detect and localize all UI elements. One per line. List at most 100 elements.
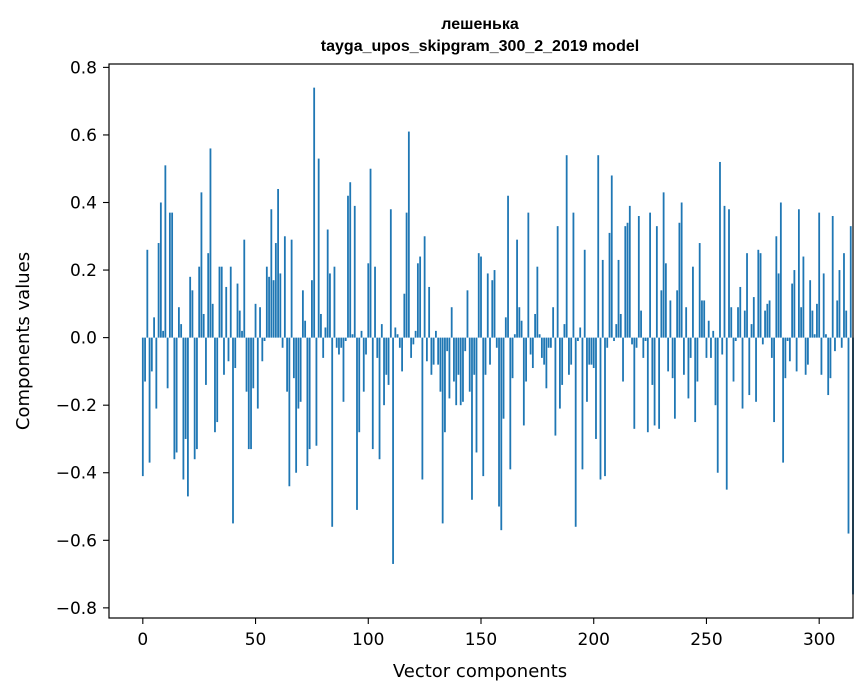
x-tick-label: 0 (137, 630, 148, 650)
bar-161 (504, 317, 507, 338)
bar-141 (459, 337, 462, 406)
bar-94 (353, 205, 356, 338)
bar-1 (144, 337, 146, 382)
bar-71 (301, 290, 304, 338)
bar-90 (344, 337, 347, 341)
x-tick-label: 300 (803, 630, 835, 650)
bar-252 (710, 337, 712, 358)
bar-146 (471, 337, 473, 500)
bar-15 (175, 337, 178, 453)
bar-182 (552, 307, 555, 338)
bar-299 (816, 303, 818, 338)
bar-300 (818, 212, 821, 338)
x-tick-label: 200 (578, 630, 610, 650)
bar-168 (520, 320, 523, 338)
bar-285 (784, 337, 787, 379)
bar-34 (218, 266, 221, 338)
y-tick-label: −0.6 (56, 531, 97, 551)
bar-190 (570, 337, 573, 365)
bar-147 (473, 337, 476, 375)
bar-36 (223, 337, 225, 375)
bar-33 (216, 337, 219, 423)
bar-198 (588, 337, 591, 365)
bars-group (141, 87, 854, 595)
bar-304 (827, 337, 830, 396)
bar-231 (662, 192, 665, 338)
bar-73 (306, 337, 309, 466)
bar-223 (644, 337, 647, 341)
bar-165 (513, 334, 516, 338)
bar-7 (157, 243, 160, 338)
bar-107 (383, 337, 385, 406)
bar-110 (389, 209, 392, 338)
bar-66 (290, 239, 293, 338)
bar-245 (694, 337, 697, 423)
bar-176 (538, 334, 541, 338)
bar-49 (252, 337, 255, 389)
bar-6 (155, 337, 158, 409)
bar-242 (687, 337, 690, 399)
bar-213 (622, 337, 624, 382)
bar-218 (633, 337, 636, 429)
bar-277 (766, 303, 769, 338)
bar-178 (543, 337, 546, 365)
bar-186 (561, 337, 564, 385)
bar-144 (466, 290, 469, 338)
bar-248 (701, 300, 703, 338)
bar-11 (166, 337, 169, 389)
bar-246 (696, 337, 699, 382)
bar-93 (351, 334, 354, 338)
bar-302 (822, 273, 825, 338)
bar-280 (773, 337, 775, 423)
bar-311 (843, 253, 845, 338)
bar-92 (349, 182, 352, 338)
bar-255 (716, 337, 719, 473)
bar-193 (577, 337, 579, 341)
bar-28 (205, 337, 207, 385)
bar-270 (750, 324, 753, 338)
bar-185 (559, 337, 561, 409)
bar-130 (435, 330, 437, 338)
y-tick-label: −0.8 (56, 599, 97, 619)
bar-271 (752, 297, 755, 338)
bar-263 (734, 337, 737, 341)
bar-100 (367, 263, 370, 338)
bar-35 (220, 266, 223, 338)
bar-151 (482, 337, 485, 477)
bar-52 (259, 307, 261, 338)
bar-45 (243, 239, 246, 338)
bar-273 (757, 249, 760, 338)
chart-subtitle: tayga_upos_skipgram_300_2_2019 model (321, 38, 639, 55)
bar-215 (626, 222, 629, 338)
bar-208 (610, 175, 613, 338)
bar-76 (313, 87, 316, 338)
bar-72 (304, 320, 307, 338)
bar-30 (209, 148, 212, 338)
bar-114 (398, 337, 401, 348)
bar-303 (825, 334, 827, 338)
bar-87 (338, 337, 340, 355)
bar-125 (423, 236, 426, 338)
bar-77 (315, 337, 318, 446)
bar-214 (624, 226, 627, 338)
bar-122 (416, 263, 419, 338)
bar-211 (617, 259, 620, 338)
bar-308 (836, 300, 839, 338)
bar-184 (556, 226, 559, 338)
bar-209 (613, 337, 615, 341)
bar-275 (761, 337, 764, 345)
bar-157 (495, 337, 498, 348)
bar-38 (227, 337, 230, 362)
bar-306 (831, 216, 834, 338)
bar-229 (658, 337, 661, 429)
bar-291 (797, 209, 800, 338)
bar-175 (536, 266, 539, 338)
bar-289 (793, 270, 796, 338)
bar-51 (256, 337, 259, 409)
bar-67 (292, 337, 295, 379)
x-tick-label: 100 (352, 630, 384, 650)
bar-47 (247, 337, 250, 450)
bar-251 (707, 320, 710, 338)
bar-23 (193, 337, 196, 460)
bar-138 (453, 337, 455, 382)
